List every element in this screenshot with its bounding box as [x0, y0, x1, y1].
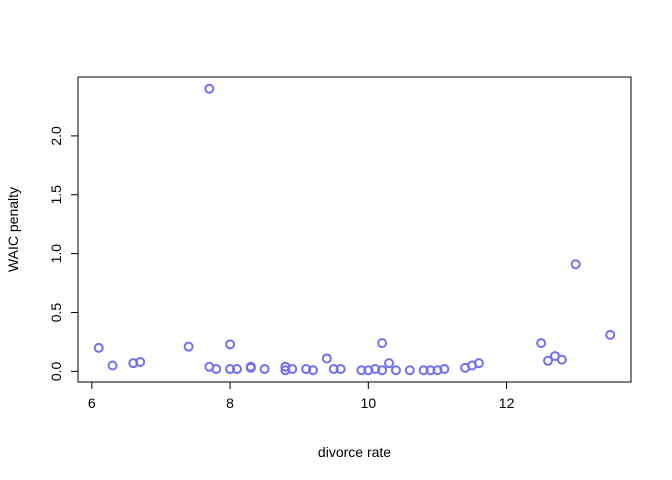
data-point: [308, 365, 319, 376]
data-point: [418, 365, 429, 376]
data-point: [245, 361, 256, 372]
y-axis: 0.0 0.5 1.0 1.5 2.0: [48, 126, 79, 381]
y-axis-label: WAIC penalty: [5, 187, 21, 272]
x-tick-label: 8: [226, 395, 234, 411]
data-point: [377, 365, 388, 376]
data-point: [287, 364, 298, 375]
data-point: [231, 364, 242, 375]
y-tick-label: 2.0: [48, 126, 64, 146]
data-point: [404, 365, 415, 376]
data-point: [135, 356, 146, 367]
data-point: [570, 259, 581, 270]
data-point: [225, 339, 236, 350]
y-tick-label: 0.0: [48, 361, 64, 381]
data-point: [335, 364, 346, 375]
data-point: [384, 358, 395, 369]
data-point: [439, 364, 450, 375]
x-tick-label: 6: [88, 395, 96, 411]
data-point: [107, 360, 118, 371]
data-point: [473, 358, 484, 369]
data-point: [225, 364, 236, 375]
x-axis: 6 8 10 12: [88, 381, 515, 411]
data-point: [211, 364, 222, 375]
x-tick-label: 12: [499, 395, 515, 411]
data-point: [543, 355, 554, 366]
data-point: [556, 354, 567, 365]
y-tick-label: 0.5: [48, 303, 64, 323]
data-point: [377, 338, 388, 349]
data-points: [93, 83, 616, 376]
y-tick-label: 1.0: [48, 244, 64, 264]
data-point: [93, 342, 104, 353]
y-tick-label: 1.5: [48, 185, 64, 205]
data-point: [321, 353, 332, 364]
x-tick-label: 10: [361, 395, 377, 411]
data-point: [390, 365, 401, 376]
data-point: [183, 341, 194, 352]
data-point: [605, 329, 616, 340]
data-point: [204, 83, 215, 94]
data-point: [356, 365, 367, 376]
data-point: [425, 365, 436, 376]
x-axis-label: divorce rate: [318, 444, 391, 460]
data-point: [536, 338, 547, 349]
data-point: [328, 364, 339, 375]
plot-frame: [77, 76, 632, 383]
data-point: [259, 364, 270, 375]
